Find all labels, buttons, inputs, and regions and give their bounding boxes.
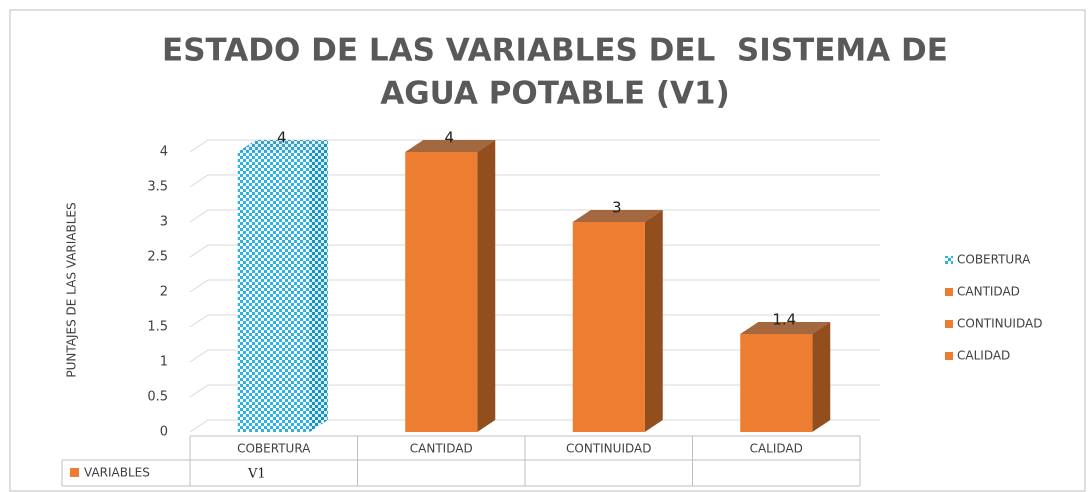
grid-line bbox=[189, 174, 880, 188]
bar-side bbox=[644, 210, 663, 432]
x-tick-label: CONTINUIDAD bbox=[566, 442, 651, 456]
table-row-label: VARIABLES bbox=[84, 466, 150, 480]
bar bbox=[405, 140, 496, 432]
y-axis-label: PUNTAJES DE LAS VARIABLES bbox=[65, 202, 79, 377]
table-legend-key bbox=[70, 468, 79, 477]
y-tick-label: 3 bbox=[160, 215, 168, 230]
legend-label: CONTINUIDAD bbox=[957, 317, 1042, 331]
legend-label: COBERTURA bbox=[957, 253, 1031, 267]
legend-key bbox=[945, 352, 953, 360]
bar bbox=[740, 322, 831, 432]
legend-key bbox=[945, 288, 953, 296]
legend-key bbox=[945, 256, 953, 264]
table-cell: V1 bbox=[247, 467, 266, 482]
bar-front bbox=[237, 152, 310, 432]
bar-front bbox=[405, 152, 478, 432]
bar-top bbox=[572, 210, 663, 222]
bar-top bbox=[740, 322, 831, 334]
y-tick-label: 1.5 bbox=[147, 320, 168, 335]
bar-top bbox=[237, 140, 328, 152]
x-tick-label: COBERTURA bbox=[237, 442, 311, 456]
y-tick-label: 3.5 bbox=[147, 180, 168, 195]
legend-label: CANTIDAD bbox=[957, 285, 1020, 299]
y-tick-label: 1 bbox=[160, 355, 168, 370]
data-label: 1.4 bbox=[772, 311, 796, 329]
y-tick-label: 0.5 bbox=[147, 390, 168, 405]
legend-key bbox=[945, 320, 953, 328]
data-label: 4 bbox=[444, 129, 454, 147]
bar-front bbox=[740, 334, 813, 432]
y-tick-label: 2 bbox=[160, 285, 168, 300]
chart-title: ESTADO DE LAS VARIABLES DEL SISTEMA DE bbox=[162, 33, 948, 69]
bar-front bbox=[572, 222, 645, 432]
chart-title: AGUA POTABLE (V1) bbox=[380, 76, 730, 112]
x-tick-label: CANTIDAD bbox=[410, 442, 473, 456]
legend-label: CALIDAD bbox=[957, 349, 1010, 363]
bar-side bbox=[309, 140, 328, 432]
data-label: 3 bbox=[612, 199, 622, 217]
x-tick-label: CALIDAD bbox=[750, 442, 803, 456]
bar-side bbox=[812, 322, 831, 432]
bar bbox=[237, 140, 328, 432]
grid-line bbox=[189, 139, 880, 153]
bar-top bbox=[405, 140, 496, 152]
bar bbox=[572, 210, 663, 432]
y-tick-label: 4 bbox=[160, 145, 168, 160]
bar-side bbox=[477, 140, 496, 432]
y-tick-label: 2.5 bbox=[147, 250, 168, 265]
chart-frame bbox=[9, 9, 1086, 492]
data-label: 4 bbox=[277, 129, 287, 147]
y-tick-label: 0 bbox=[160, 425, 168, 440]
